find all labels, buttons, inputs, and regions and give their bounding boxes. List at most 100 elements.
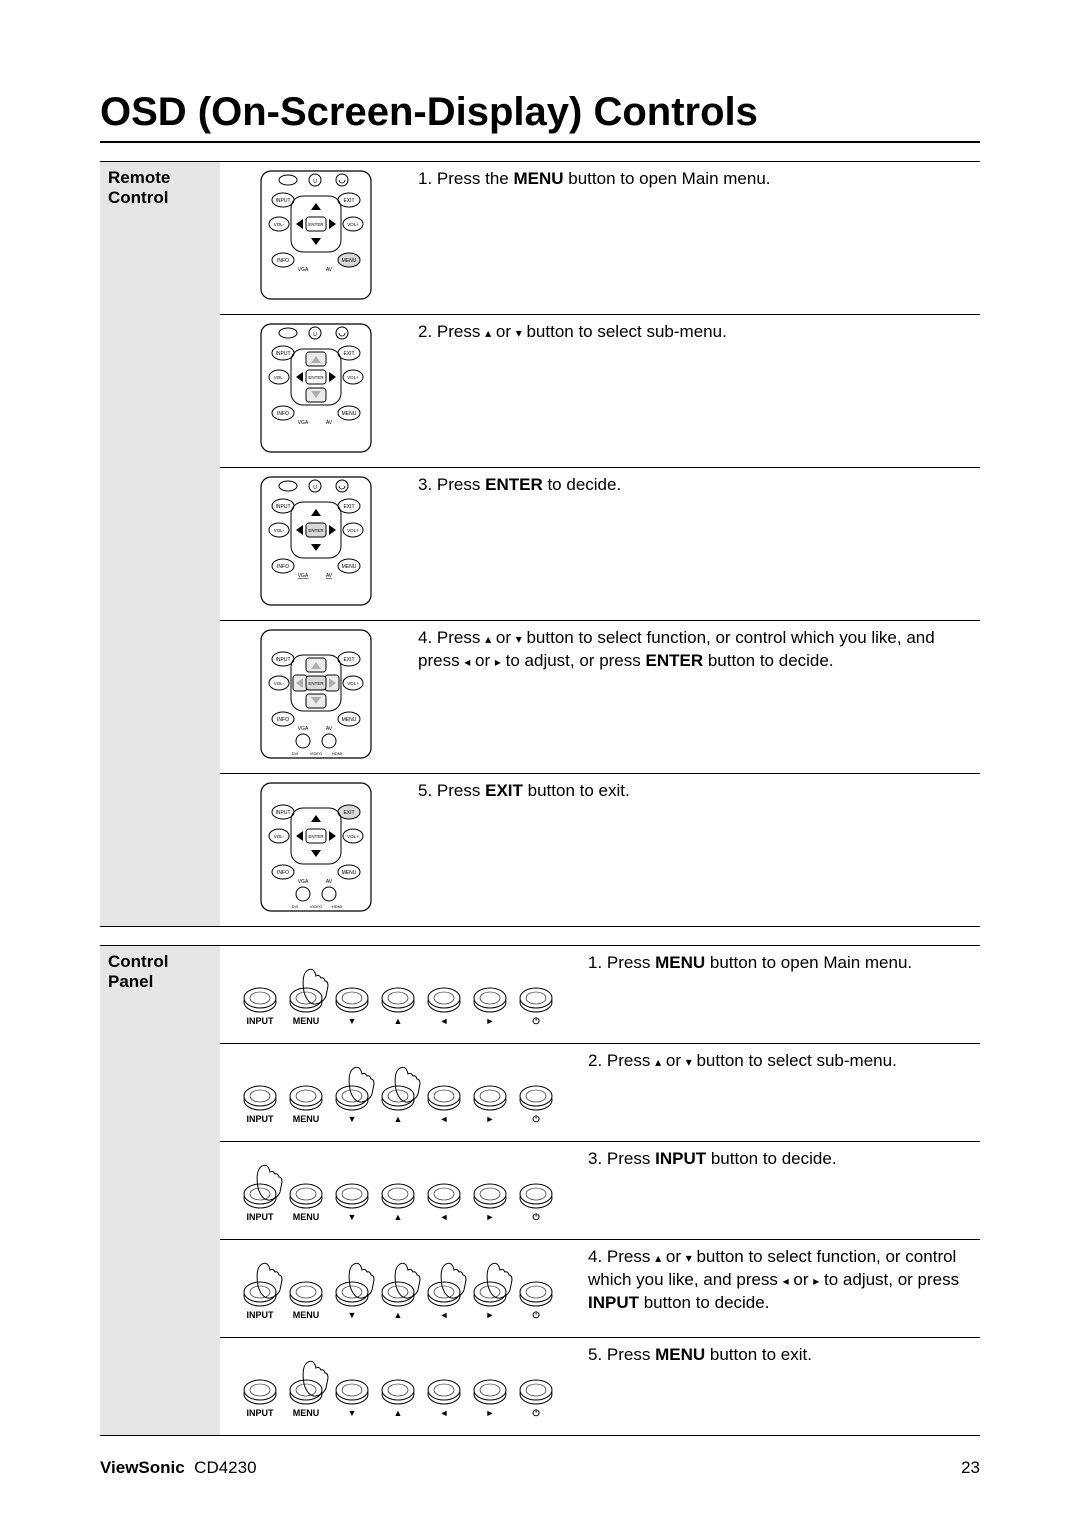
svg-text:VOL-: VOL- [273, 528, 284, 533]
remote-img-4: INPUTEXITENTERVOL-VOL+INFOMENUVGAAVDVIVI… [220, 621, 410, 774]
svg-text:►: ► [486, 1016, 495, 1026]
step-text: or [661, 1247, 686, 1266]
svg-text:INFO: INFO [277, 258, 289, 264]
footer-model: CD4230 [194, 1458, 256, 1477]
svg-text:INFO: INFO [277, 411, 289, 417]
svg-text:MENU: MENU [293, 1016, 320, 1026]
svg-text:AV: AV [325, 879, 332, 885]
svg-text:DVI: DVI [291, 751, 298, 756]
svg-text:EXIT: EXIT [343, 351, 354, 357]
panel-img-4: INPUTMENU▼▲◄►⏻ [220, 1240, 580, 1338]
svg-text:MENU: MENU [341, 258, 356, 264]
remote-step-4: 4. Press ▴ or ▾ button to select functio… [410, 621, 980, 774]
step-bold: MENU [513, 169, 563, 188]
step-num: 1. [418, 169, 432, 188]
svg-text:INFO: INFO [277, 870, 289, 876]
svg-text:HDMI: HDMI [331, 904, 341, 909]
panel-step-5: 5. Press MENU button to exit. [580, 1338, 980, 1436]
svg-text:AV: AV [325, 573, 332, 579]
step-num: 1. [588, 953, 602, 972]
svg-text:ENTER: ENTER [308, 375, 324, 380]
svg-text:◄: ◄ [440, 1212, 449, 1222]
svg-text:MENU: MENU [341, 717, 356, 723]
svg-text:VIDEO: VIDEO [309, 904, 321, 909]
svg-text:EXIT: EXIT [343, 657, 354, 663]
remote-step-5: 5. Press EXIT button to exit. [410, 774, 980, 927]
step-num: 2. [588, 1051, 602, 1070]
svg-text:VGA: VGA [297, 573, 308, 579]
panel-img-2: INPUTMENU▼▲◄►⏻ [220, 1044, 580, 1142]
svg-text:MENU: MENU [293, 1212, 320, 1222]
step-text: Press the [437, 169, 514, 188]
step-text: Press [437, 475, 485, 494]
step-num: 4. [588, 1247, 602, 1266]
svg-text:►: ► [486, 1212, 495, 1222]
step-num: 5. [588, 1345, 602, 1364]
svg-text:⏻: ⏻ [532, 1016, 540, 1026]
step-text: Press [437, 781, 485, 800]
svg-text:▲: ▲ [394, 1016, 403, 1026]
svg-text:VGA: VGA [297, 267, 308, 273]
step-bold: ENTER [646, 651, 704, 670]
step-text: Press [437, 628, 485, 647]
svg-text:▲: ▲ [394, 1114, 403, 1124]
svg-text:►: ► [486, 1408, 495, 1418]
svg-text:INPUT: INPUT [275, 504, 290, 510]
svg-text:EXIT: EXIT [343, 504, 354, 510]
step-num: 5. [418, 781, 432, 800]
step-num: 4. [418, 628, 432, 647]
svg-text:DVI: DVI [291, 904, 298, 909]
step-text: Press [437, 322, 485, 341]
svg-text:AV: AV [325, 726, 332, 732]
svg-text:◄: ◄ [440, 1114, 449, 1124]
step-text: to adjust, or press [819, 1270, 959, 1289]
remote-heading-word1: RemoteControl [108, 168, 170, 207]
remote-img-5: INPUTEXITENTERVOL-VOL+INFOMENUVGAAVDVIVI… [220, 774, 410, 927]
svg-text:▲: ▲ [394, 1310, 403, 1320]
svg-text:▼: ▼ [348, 1408, 357, 1418]
svg-text:MENU: MENU [341, 870, 356, 876]
page-title: OSD (On-Screen-Display) Controls [100, 90, 980, 143]
panel-step-2: 2. Press ▴ or ▾ button to select sub-men… [580, 1044, 980, 1142]
step-text: to decide. [543, 475, 621, 494]
svg-text:⏻: ⏻ [532, 1310, 540, 1320]
step-text: or [661, 1051, 686, 1070]
step-bold: MENU [655, 953, 705, 972]
step-text: Press [607, 1345, 655, 1364]
svg-text:ENTER: ENTER [308, 681, 324, 686]
svg-text:MENU: MENU [293, 1408, 320, 1418]
table-gap [100, 927, 980, 945]
svg-text:HDMI: HDMI [331, 751, 341, 756]
svg-text:►: ► [486, 1114, 495, 1124]
step-text: or [491, 322, 516, 341]
svg-text:VOL+: VOL+ [347, 528, 359, 533]
svg-text:INPUT: INPUT [275, 810, 290, 816]
step-bold: EXIT [485, 781, 523, 800]
panel-table: ControlPanel INPUT MENU ▼ ▲ ◄ ► ⏻ 1. Press MEN… [100, 945, 980, 1436]
panel-step-4: 4. Press ▴ or ▾ button to select functio… [580, 1240, 980, 1338]
svg-text:◄: ◄ [440, 1408, 449, 1418]
svg-text:INPUT: INPUT [247, 1114, 275, 1124]
svg-text:MENU: MENU [293, 1310, 320, 1320]
panel-step-3: 3. Press INPUT button to decide. [580, 1142, 980, 1240]
svg-text:U: U [313, 332, 317, 338]
step-num: 3. [418, 475, 432, 494]
step-text: or [470, 651, 495, 670]
svg-text:MENU: MENU [293, 1114, 320, 1124]
step-text: button to open Main menu. [564, 169, 771, 188]
panel-img-1: INPUTMENU▼▲◄►⏻ [220, 946, 580, 1044]
step-text: button to select sub-menu. [692, 1051, 897, 1070]
svg-text:◄: ◄ [440, 1310, 449, 1320]
svg-text:VOL+: VOL+ [347, 222, 359, 227]
step-text: button to exit. [523, 781, 630, 800]
svg-text:ENTER: ENTER [308, 222, 324, 227]
svg-text:INFO: INFO [277, 564, 289, 570]
step-text: Press [607, 1051, 655, 1070]
footer-page: 23 [961, 1458, 980, 1478]
svg-text:VOL-: VOL- [273, 222, 284, 227]
remote-img-3: UINPUTEXITENTERVOL-VOL+INFOMENUVGAAV [220, 468, 410, 621]
panel-rowhead: ControlPanel [100, 946, 220, 1436]
step-text: Press [607, 1247, 655, 1266]
svg-text:VGA: VGA [297, 726, 308, 732]
svg-text:⏻: ⏻ [532, 1114, 540, 1124]
